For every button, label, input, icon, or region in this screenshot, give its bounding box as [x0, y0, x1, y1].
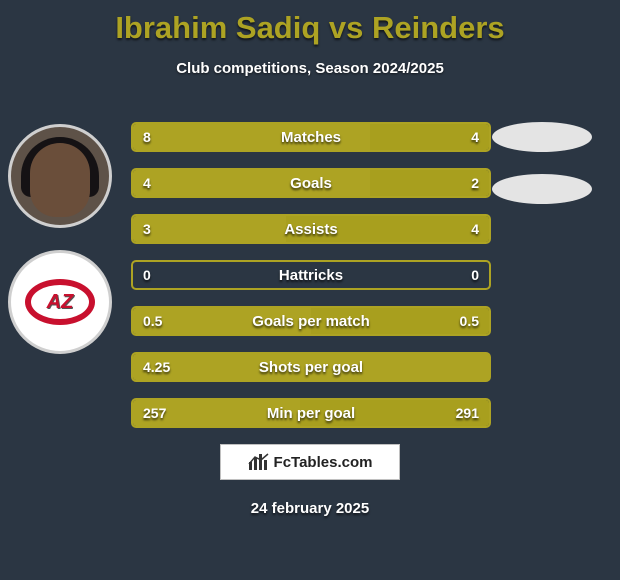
ellipse-1 — [492, 122, 592, 152]
player2-avatar: AZ — [8, 250, 112, 354]
bar-right — [286, 216, 489, 242]
stat-row: Goals42 — [131, 168, 491, 198]
value-right: 291 — [456, 398, 479, 428]
value-left: 8 — [143, 122, 151, 152]
date-text: 24 february 2025 — [0, 500, 620, 517]
bar-track — [131, 260, 491, 290]
bar-chart-icon — [248, 452, 270, 472]
stat-row: Shots per goal4.25 — [131, 352, 491, 382]
bar-left — [133, 354, 489, 380]
stat-row: Assists34 — [131, 214, 491, 244]
value-left: 0 — [143, 260, 151, 290]
player1-avatar — [8, 124, 112, 228]
value-right: 2 — [471, 168, 479, 198]
value-left: 257 — [143, 398, 166, 428]
value-right: 0 — [471, 260, 479, 290]
bar-left — [133, 216, 286, 242]
stat-row: Matches84 — [131, 122, 491, 152]
footer-brand[interactable]: FcTables.com — [220, 444, 400, 480]
value-right: 4 — [471, 214, 479, 244]
bar-left — [133, 170, 370, 196]
avatars: AZ — [8, 124, 118, 376]
az-logo-icon: AZ — [25, 279, 95, 325]
value-left: 0.5 — [143, 306, 162, 336]
stat-row: Min per goal257291 — [131, 398, 491, 428]
value-left: 3 — [143, 214, 151, 244]
value-right: 4 — [471, 122, 479, 152]
subtitle: Club competitions, Season 2024/2025 — [0, 60, 620, 77]
stat-row: Goals per match0.50.5 — [131, 306, 491, 336]
value-left: 4 — [143, 168, 151, 198]
value-left: 4.25 — [143, 352, 170, 382]
value-right: 0.5 — [460, 306, 479, 336]
stats-bars: Matches84Goals42Assists34Hattricks00Goal… — [131, 122, 491, 444]
stat-row: Hattricks00 — [131, 260, 491, 290]
right-ellipses — [492, 122, 602, 226]
page-title: Ibrahim Sadiq vs Reinders — [0, 0, 620, 46]
bar-left — [133, 124, 370, 150]
footer-brand-text: FcTables.com — [274, 454, 373, 471]
ellipse-2 — [492, 174, 592, 204]
